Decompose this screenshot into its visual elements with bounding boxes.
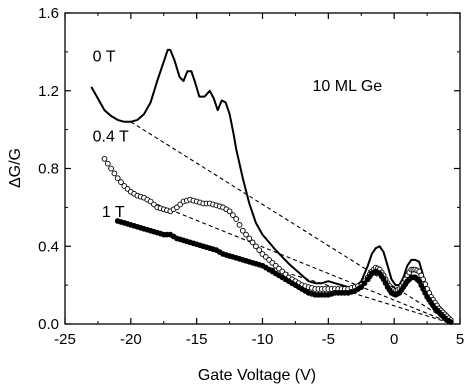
data-point: [118, 179, 124, 185]
y-tick-label: 1.2: [38, 83, 59, 100]
plot-border: [64, 12, 461, 325]
series-0-4-t: [101, 155, 454, 323]
data-point: [246, 235, 253, 242]
data-point: [249, 239, 256, 246]
y-tick-label: 0.4: [38, 238, 59, 255]
series-group: [90, 48, 454, 325]
sample-annotation: 10 ML Ge: [313, 78, 383, 95]
y-axis: 0.0 0.4 0.8 1.2 1.6: [38, 5, 460, 333]
data-point: [111, 170, 118, 177]
x-tick-label: -25: [54, 331, 76, 348]
y-tick-label: 0.8: [38, 161, 59, 178]
data-point: [447, 319, 454, 325]
x-tick-label: -5: [322, 331, 335, 348]
data-point: [243, 231, 249, 238]
series-label: 0.4 T: [93, 128, 129, 145]
data-point: [253, 243, 259, 250]
series-0-t: [90, 48, 452, 321]
x-tick-label: -20: [120, 331, 142, 348]
data-point: [256, 247, 263, 253]
y-axis-label: ΔG/G: [7, 148, 24, 188]
series-1-t: [114, 218, 454, 325]
x-tick-label: -15: [186, 331, 208, 348]
data-point: [361, 280, 368, 287]
series-label: 0 T: [93, 49, 116, 66]
y-tick-label: 0.0: [38, 316, 59, 333]
data-point: [114, 175, 121, 182]
data-point: [239, 227, 246, 234]
x-tick-label: 5: [456, 331, 464, 348]
data-point: [230, 212, 236, 218]
series-line: [90, 48, 452, 321]
data-point: [236, 222, 243, 228]
data-point: [226, 208, 233, 215]
data-point: [104, 160, 111, 167]
data-point: [108, 165, 114, 172]
y-tick-label: 1.6: [38, 5, 59, 22]
x-tick-label: -10: [252, 331, 274, 348]
x-axis-label: Gate Voltage (V): [198, 367, 316, 384]
series-labels: 0 T 0.4 T 1 T: [93, 49, 129, 222]
baselines: [130, 121, 454, 325]
data-point: [358, 284, 365, 290]
series-label: 1 T: [102, 204, 125, 221]
data-point: [101, 155, 108, 162]
data-point: [233, 216, 240, 222]
dashed-baseline: [130, 121, 454, 325]
plot-frame: [64, 12, 461, 325]
x-tick-label: 0: [390, 331, 398, 348]
x-axis: -25 -20 -15 -10 -5 0 5: [54, 13, 464, 348]
dashed-baseline: [130, 193, 454, 325]
